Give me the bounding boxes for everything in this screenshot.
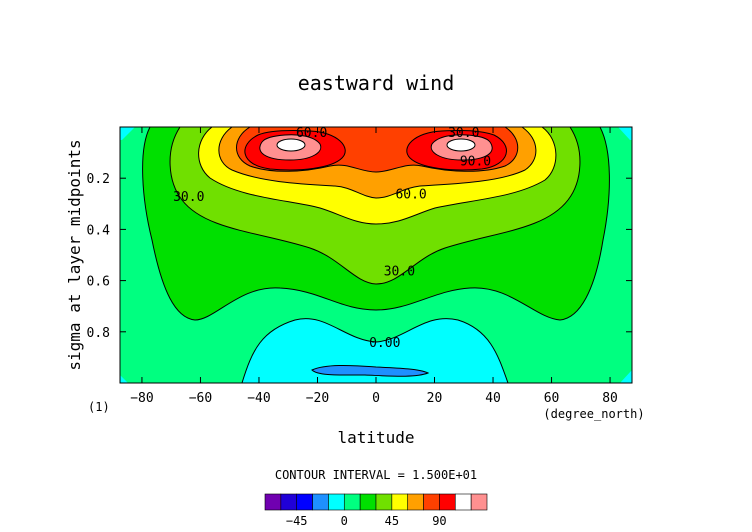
contour-label: 30.0 [384,264,415,279]
colorbar-swatch [439,493,456,511]
x-axis-label: latitude [337,428,414,447]
y-tick-label: 0.8 [87,326,110,341]
contour-label: 90.0 [460,154,491,169]
x-tick-label: −80 [130,391,153,406]
band-0-bottom-right [620,370,632,383]
contour-label: 30.0 [448,126,479,141]
contour-label: 30.0 [173,190,204,205]
contour-labels: 60.0 30.0 90.0 60.0 30.0 30.0 0.00 [173,126,491,351]
band-0-surface [242,318,508,383]
x-tick-label: −60 [189,391,212,406]
colorbar-tick-label: 90 [432,514,446,528]
plot-area: 60.0 30.0 90.0 60.0 30.0 30.0 0.00 −80 −60 −40 −2… [87,126,633,406]
contour-label: 60.0 [395,188,426,203]
contour-label: 60.0 [296,126,327,141]
colorbar: −45 0 45 90 [264,493,488,528]
y-tick-label: 0.4 [87,223,111,238]
colorbar-swatch [359,493,377,511]
panel-label: (1) [88,400,110,414]
chart-title: eastward wind [298,71,455,95]
x-axis: −80 −60 −40 −20 0 20 40 60 80 [130,127,618,406]
x-tick-label: −40 [247,391,270,406]
colorbar-tick-label: 45 [385,514,399,528]
contour-line-0 [241,318,509,383]
colorbar-swatch [423,493,440,511]
x-tick-label: 40 [485,391,501,406]
x-tick-label: 0 [372,391,380,406]
colorbar-swatch [328,493,345,511]
colorbar-tick-label: 0 [341,514,348,528]
x-axis-units: (degree_north) [543,407,644,421]
colorbar-swatch [280,493,298,511]
band-0-bottom-left [120,375,128,383]
y-axis: 0.2 0.4 0.6 0.8 [87,172,632,341]
x-tick-label: 60 [544,391,560,406]
colorbar-swatch [296,493,313,511]
x-tick-label: 20 [427,391,443,406]
band-0-top-left [120,127,135,140]
x-tick-label: 80 [602,391,618,406]
colorbar-swatch [407,493,424,511]
colorbar-swatch [454,493,472,511]
colorbar-swatch [391,493,409,511]
colorbar-swatch [375,493,393,511]
colorbar-swatch [312,493,329,511]
contour-label: 0.00 [369,336,400,351]
colorbar-tick-label: −45 [286,514,308,528]
x-tick-label: −20 [306,391,329,406]
colorbar-swatch [343,493,361,511]
colorbar-swatch [470,493,488,511]
y-tick-label: 0.6 [87,275,110,290]
band-0-top-right [618,127,632,140]
y-tick-label: 0.2 [87,172,110,187]
y-axis-label: sigma at layer midpoints [65,139,84,370]
contour-interval-text: CONTOUR INTERVAL = 1.500E+01 [275,468,477,482]
colorbar-swatch [264,493,282,511]
